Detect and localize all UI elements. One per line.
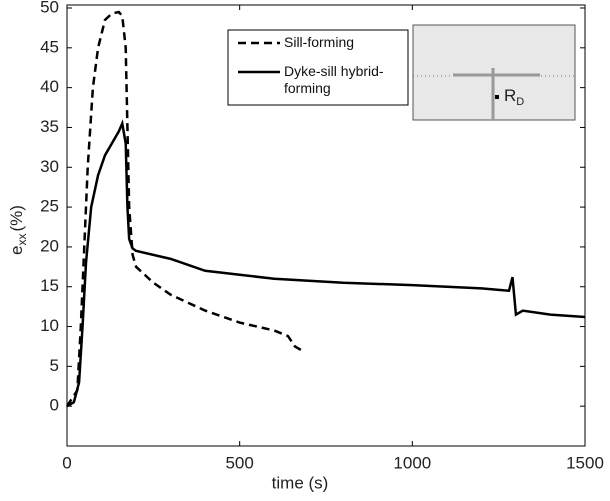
inset-label-sub: D (516, 96, 524, 108)
x-axis-label: time (s) (272, 473, 329, 492)
x-tick-label: 0 (62, 453, 71, 472)
legend-label: Dyke-sill hybrid-forming (284, 63, 384, 96)
legend-label-box: Dyke-sill hybrid-forming (284, 63, 384, 96)
data-line (66, 119, 586, 408)
y-tick-label: 20 (40, 236, 59, 255)
inset-label-main: R (504, 86, 516, 105)
x-tick-label: 500 (225, 453, 253, 472)
y-tick-label: 40 (40, 77, 59, 96)
x-tick-label: 1000 (393, 453, 431, 472)
legend: Sill-forming Dyke-sill hybrid-forming (238, 34, 384, 96)
y-tick-label: 15 (40, 276, 59, 295)
y-tick-label: 45 (40, 37, 59, 56)
y-label-sub: xx (15, 233, 29, 245)
y-tick-label: 50 (40, 0, 59, 16)
y-tick-label: 30 (40, 157, 59, 176)
legend-label: Sill-forming (284, 34, 355, 50)
y-tick-label: 5 (50, 356, 59, 375)
inset: RD (412, 24, 576, 121)
y-label-unit: (%) (7, 205, 26, 231)
data-line (65, 10, 303, 407)
y-tick-label: 10 (40, 316, 59, 335)
y-tick-label: 35 (40, 117, 59, 136)
x-tick-label: 1500 (566, 453, 604, 472)
legend-label-box: Sill-forming (284, 34, 355, 50)
inset-point (495, 95, 499, 99)
inset-label: RD (504, 86, 524, 107)
y-tick-label: 0 (50, 396, 59, 415)
y-tick-label: 25 (40, 197, 59, 216)
y-axis-label: exx (%) (7, 205, 29, 255)
plot-frame (66, 4, 586, 447)
y-label-main: e (7, 245, 26, 254)
